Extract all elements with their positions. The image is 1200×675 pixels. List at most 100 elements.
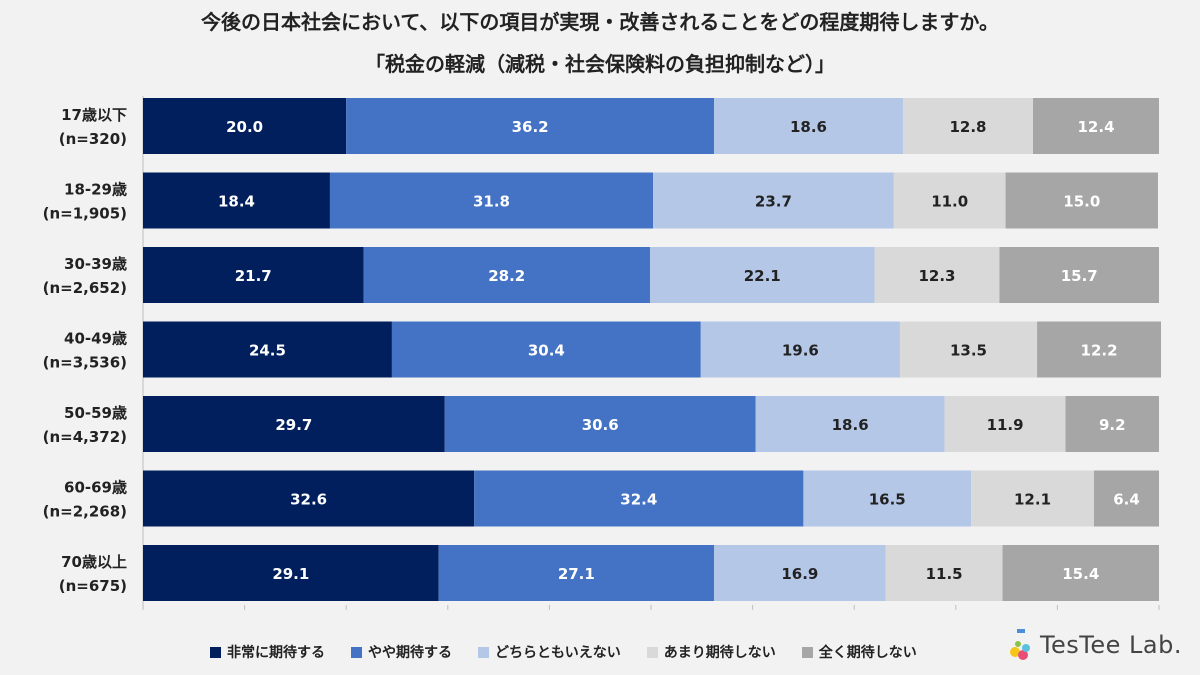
data-label: 18.6 bbox=[832, 416, 869, 434]
data-label: 24.5 bbox=[249, 342, 286, 360]
data-label: 12.2 bbox=[1081, 342, 1118, 360]
bar-segment bbox=[1065, 396, 1159, 452]
bar-segment bbox=[700, 321, 900, 378]
legend-item: 非常に期待する bbox=[210, 642, 325, 662]
bar-segment bbox=[944, 396, 1066, 452]
category-label: 30-39歳 bbox=[64, 255, 127, 273]
data-label: 22.1 bbox=[744, 267, 781, 285]
bar-segment bbox=[885, 545, 1003, 601]
category-label: 70歳以上 bbox=[61, 553, 127, 571]
bar-segment bbox=[391, 321, 701, 378]
data-label: 30.6 bbox=[582, 416, 619, 434]
flask-logo-icon bbox=[1009, 629, 1030, 660]
bar-segment bbox=[143, 321, 392, 378]
logo: TesTee Lab. bbox=[1008, 628, 1182, 662]
data-label: 21.7 bbox=[235, 267, 272, 285]
category-n-label: (n=1,905) bbox=[43, 205, 127, 223]
data-label: 11.9 bbox=[987, 416, 1024, 434]
bar-segment bbox=[649, 247, 875, 303]
bar-segment bbox=[999, 247, 1159, 303]
category-label: 50-59歳 bbox=[64, 404, 127, 422]
data-label: 15.7 bbox=[1061, 267, 1098, 285]
data-label: 36.2 bbox=[512, 118, 549, 136]
legend-item: あまり期待しない bbox=[646, 642, 776, 662]
bar-segment bbox=[893, 172, 1006, 229]
data-label: 23.7 bbox=[755, 193, 792, 211]
category-n-label: (n=3,536) bbox=[43, 354, 127, 372]
legend-label: 全く期待しない bbox=[818, 645, 917, 661]
bar-segment bbox=[143, 98, 347, 154]
logo-text: TesTee Lab. bbox=[1039, 631, 1182, 659]
data-label: 11.0 bbox=[931, 193, 968, 211]
bar-segment bbox=[874, 247, 1000, 303]
bar-segment bbox=[713, 98, 903, 154]
category-n-label: (n=2,268) bbox=[43, 503, 127, 521]
data-label: 20.0 bbox=[226, 118, 263, 136]
data-label: 12.8 bbox=[949, 118, 986, 136]
chart-legend: 非常に期待する やや期待する どちらともいえない あまり期待しない 全く期待しない bbox=[210, 642, 917, 662]
bar-segment bbox=[1033, 98, 1159, 154]
data-label: 32.6 bbox=[290, 491, 327, 509]
legend-swatch bbox=[210, 646, 221, 658]
bar-segment bbox=[1093, 470, 1159, 527]
category-n-label: (n=4,372) bbox=[43, 428, 127, 446]
bar-segment bbox=[329, 172, 654, 229]
data-label: 12.3 bbox=[918, 267, 955, 285]
data-label: 11.5 bbox=[926, 565, 963, 583]
data-label: 30.4 bbox=[528, 342, 565, 360]
bar-segment bbox=[653, 172, 894, 229]
category-label: 40-49歳 bbox=[64, 330, 127, 348]
chart-subtitle: 「税金の軽減（減税・社会保険料の負担抑制など）」 bbox=[365, 52, 835, 76]
data-label: 16.5 bbox=[869, 491, 906, 509]
data-label: 12.1 bbox=[1014, 491, 1051, 509]
bar-segment bbox=[803, 470, 972, 527]
bar-segment bbox=[143, 545, 439, 601]
data-label: 16.9 bbox=[781, 565, 818, 583]
legend-swatch bbox=[801, 646, 813, 658]
data-label: 31.8 bbox=[473, 193, 510, 211]
category-n-label: (n=675) bbox=[59, 577, 127, 595]
legend-swatch bbox=[351, 646, 362, 658]
legend-swatch bbox=[478, 646, 489, 658]
legend-swatch bbox=[646, 646, 658, 658]
bar-segment bbox=[1005, 172, 1158, 229]
bar-segment bbox=[755, 396, 945, 452]
bar-segment bbox=[899, 321, 1038, 378]
data-label: 13.5 bbox=[950, 342, 987, 360]
legend-item: 全く期待しない bbox=[801, 642, 917, 662]
bar-segment bbox=[143, 172, 330, 229]
bar-segment bbox=[1037, 321, 1162, 378]
legend-label: どちらともいえない bbox=[495, 645, 621, 661]
bar-segment bbox=[143, 396, 445, 452]
chart-title: 今後の日本社会において、以下の項目が実現・改善されることをどの程度期待しますか。 bbox=[201, 10, 999, 34]
bar-segment bbox=[1002, 545, 1159, 601]
bar-segment bbox=[143, 247, 364, 303]
bar-segment bbox=[971, 470, 1094, 527]
data-label: 12.4 bbox=[1078, 118, 1115, 136]
legend-item: どちらともいえない bbox=[478, 642, 621, 662]
data-label: 27.1 bbox=[558, 565, 595, 583]
data-label: 32.4 bbox=[620, 491, 657, 509]
category-label: 18-29歳 bbox=[64, 181, 127, 199]
category-n-label: (n=2,652) bbox=[43, 279, 127, 297]
data-label: 29.1 bbox=[272, 565, 309, 583]
data-label: 15.0 bbox=[1063, 193, 1100, 211]
data-label: 9.2 bbox=[1099, 416, 1126, 434]
bar-segment bbox=[143, 470, 475, 527]
bar-segment bbox=[444, 396, 756, 452]
bar-segment bbox=[902, 98, 1034, 154]
legend-item: やや期待する bbox=[351, 642, 452, 662]
data-label: 28.2 bbox=[488, 267, 525, 285]
legend-label: 非常に期待する bbox=[227, 645, 325, 661]
bar-segment bbox=[346, 98, 714, 154]
bar-segment bbox=[474, 470, 804, 527]
bar-segment bbox=[713, 545, 886, 601]
bar-segment bbox=[363, 247, 650, 303]
bar-segment bbox=[438, 545, 714, 601]
legend-label: あまり期待しない bbox=[663, 645, 776, 661]
data-label: 19.6 bbox=[782, 342, 819, 360]
category-label: 17歳以下 bbox=[61, 106, 127, 124]
data-label: 6.4 bbox=[1113, 491, 1140, 509]
data-label: 15.4 bbox=[1062, 565, 1099, 583]
